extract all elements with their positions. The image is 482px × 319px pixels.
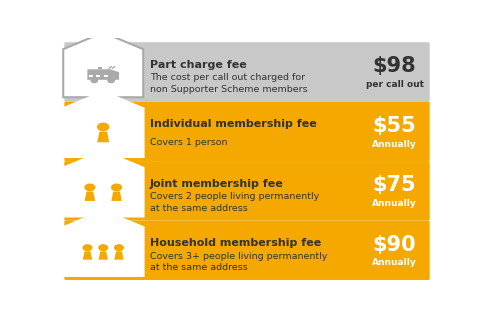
Text: Annually: Annually: [372, 199, 417, 208]
Polygon shape: [114, 251, 123, 260]
Circle shape: [85, 184, 94, 190]
Text: Joint membership fee: Joint membership fee: [150, 179, 283, 189]
Text: Annually: Annually: [372, 139, 417, 149]
Text: $98: $98: [373, 56, 416, 76]
Bar: [104, 75, 108, 77]
FancyBboxPatch shape: [65, 42, 429, 102]
Text: $75: $75: [373, 175, 416, 195]
Polygon shape: [97, 132, 109, 142]
Circle shape: [99, 245, 107, 250]
Circle shape: [98, 123, 109, 130]
Bar: [96, 75, 100, 77]
FancyBboxPatch shape: [65, 102, 429, 161]
Polygon shape: [98, 251, 108, 260]
Polygon shape: [87, 69, 119, 80]
Text: per call out: per call out: [365, 80, 424, 89]
Polygon shape: [63, 211, 143, 276]
Circle shape: [108, 78, 114, 83]
Bar: [89, 75, 93, 77]
Text: The cost per call out charged for
non Supporter Scheme members: The cost per call out charged for non Su…: [150, 73, 308, 94]
Text: Part charge fee: Part charge fee: [150, 60, 247, 70]
Polygon shape: [111, 191, 122, 201]
FancyBboxPatch shape: [65, 220, 429, 280]
Circle shape: [115, 245, 123, 250]
FancyBboxPatch shape: [65, 161, 429, 220]
Bar: [98, 67, 102, 69]
Circle shape: [83, 245, 92, 250]
Text: Covers 3+ people living permanently
at the same address: Covers 3+ people living permanently at t…: [150, 251, 327, 272]
Text: Annually: Annually: [372, 258, 417, 267]
Polygon shape: [83, 251, 92, 260]
Circle shape: [91, 78, 97, 83]
Circle shape: [112, 184, 121, 190]
Text: Covers 1 person: Covers 1 person: [150, 138, 228, 147]
Text: $55: $55: [373, 115, 416, 136]
Text: Individual membership fee: Individual membership fee: [150, 120, 317, 130]
Polygon shape: [63, 151, 143, 216]
Bar: [93, 75, 96, 77]
Bar: [100, 75, 104, 77]
Polygon shape: [63, 33, 143, 97]
Text: Household membership fee: Household membership fee: [150, 238, 321, 249]
Text: Covers 2 people living permanently
at the same address: Covers 2 people living permanently at th…: [150, 192, 319, 212]
Text: $90: $90: [373, 234, 416, 255]
Polygon shape: [63, 92, 143, 157]
Polygon shape: [85, 191, 95, 201]
